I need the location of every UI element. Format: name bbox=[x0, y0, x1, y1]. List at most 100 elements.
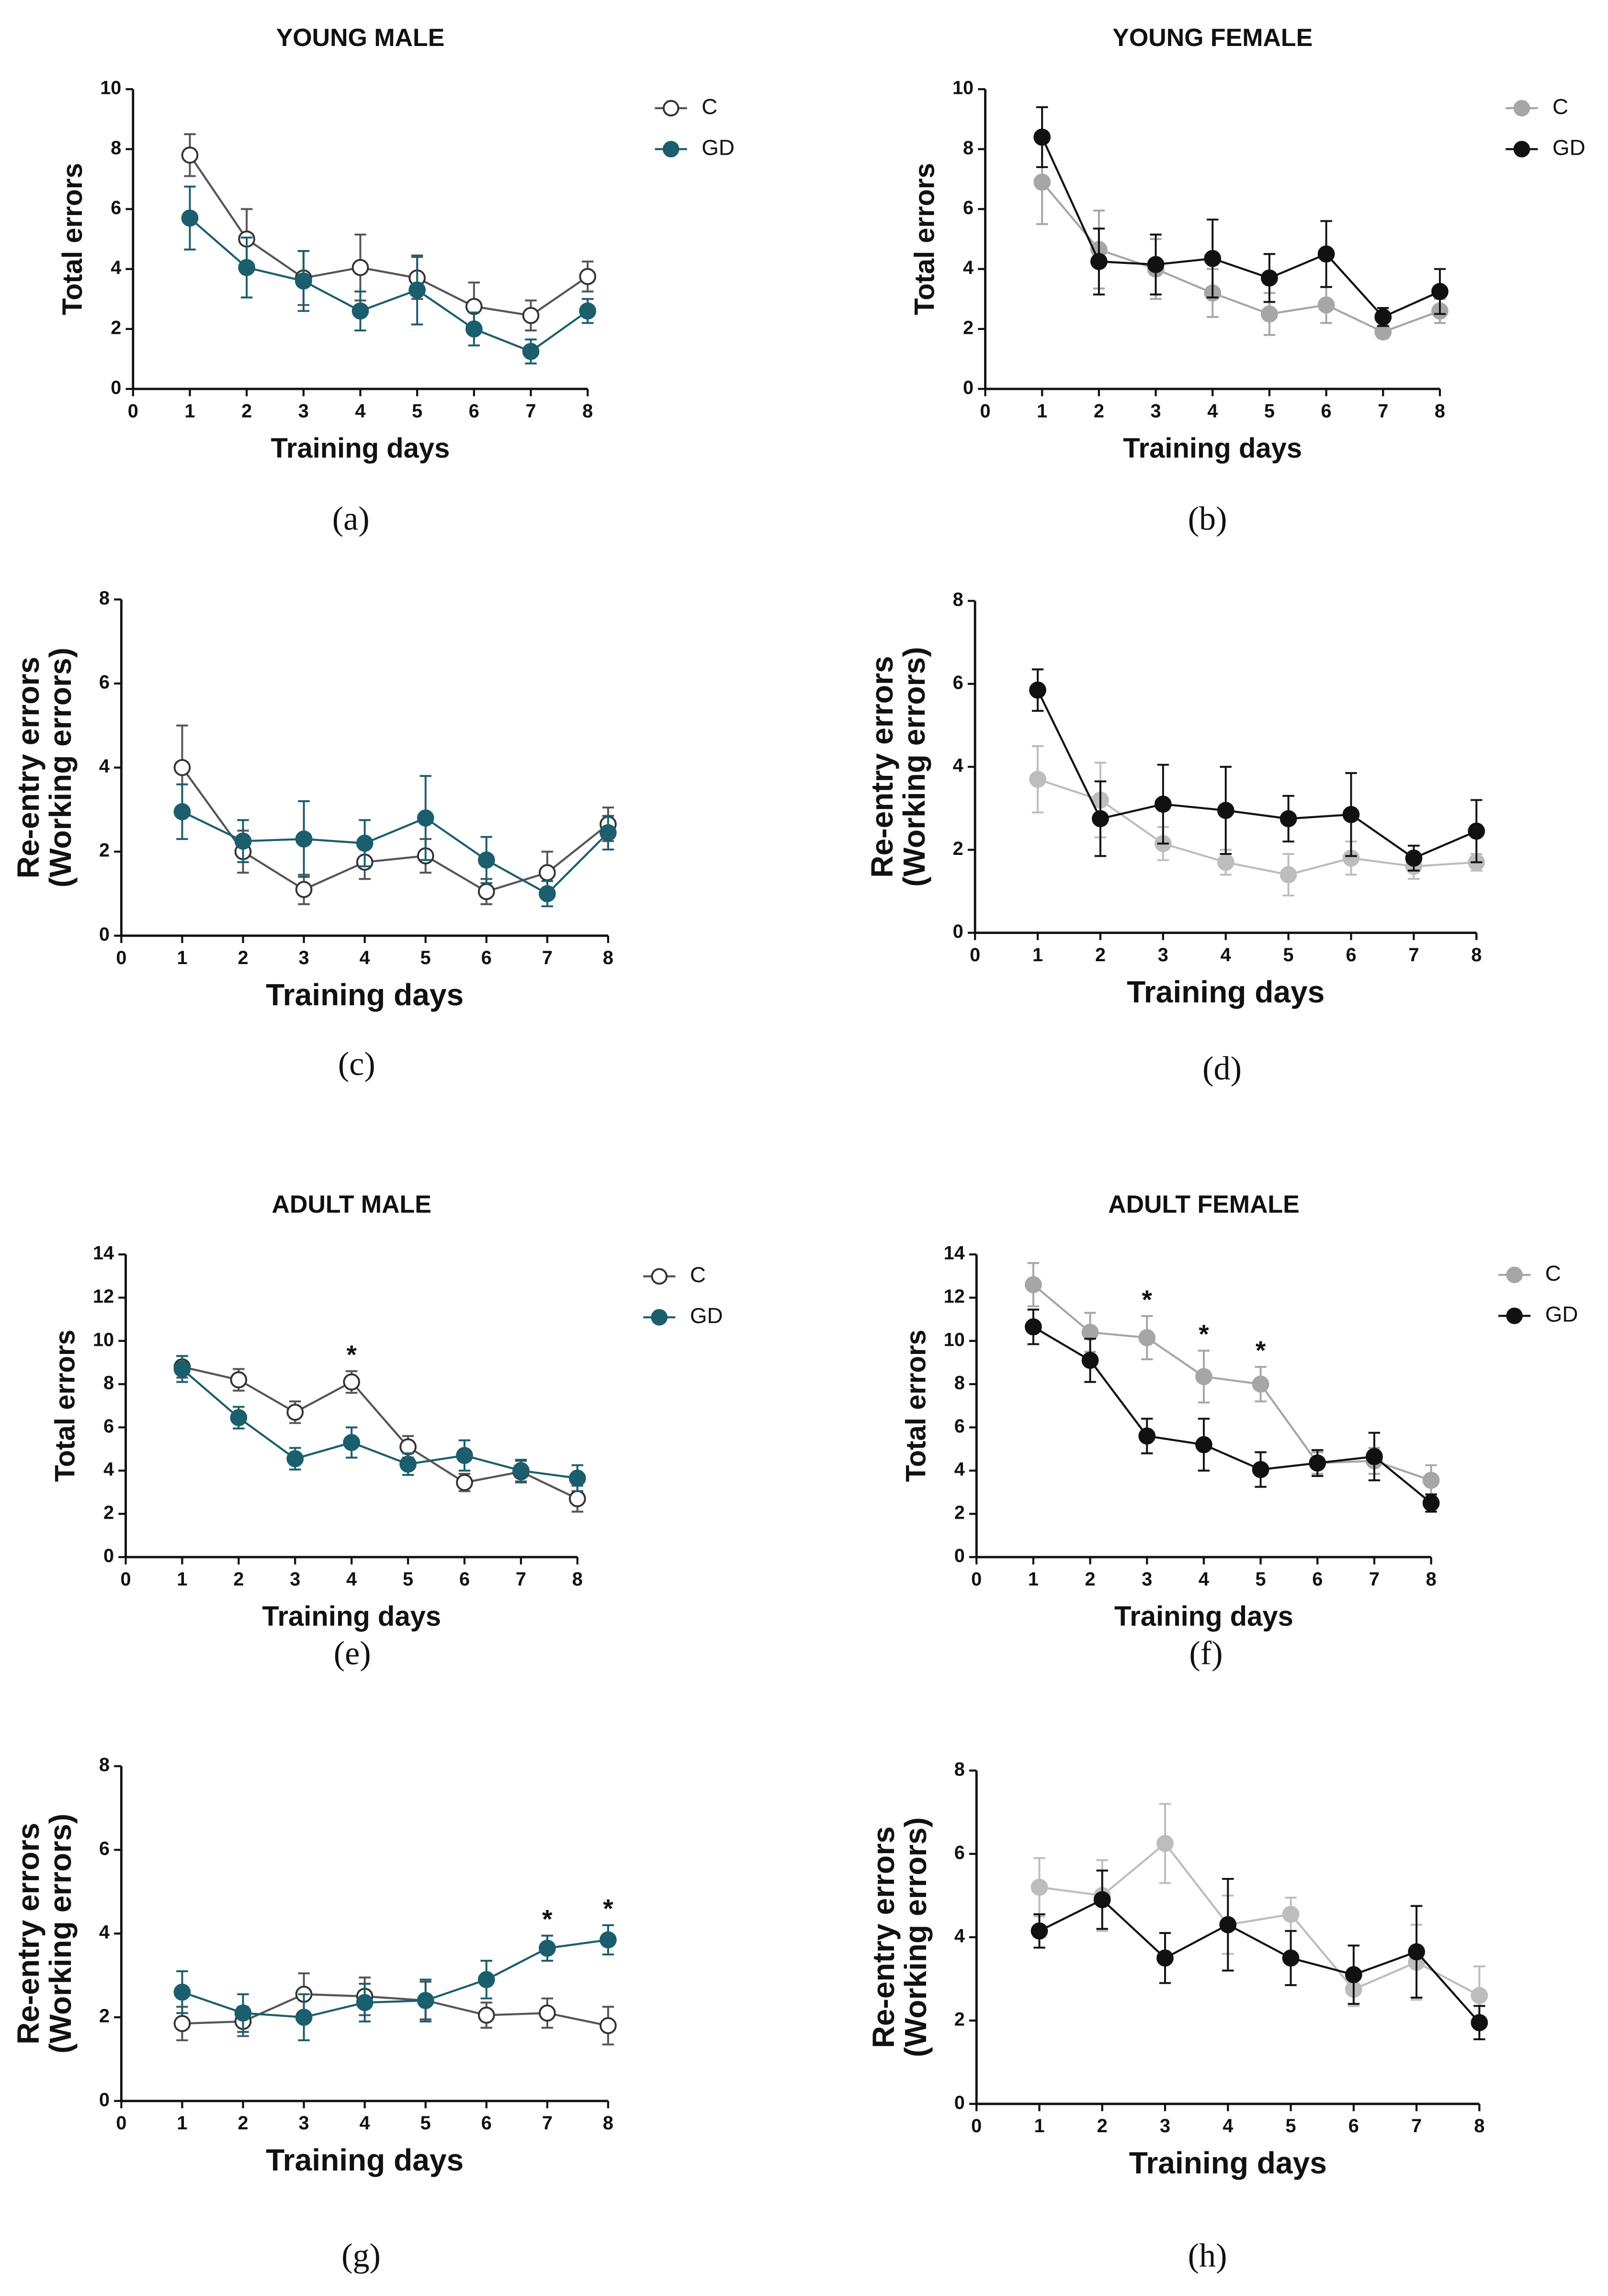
x-tick-label: 5 bbox=[412, 400, 422, 421]
x-tick-label: 4 bbox=[1207, 400, 1218, 421]
x-tick-label: 5 bbox=[420, 2113, 431, 2134]
marker bbox=[477, 1971, 495, 1989]
y-axis-label: Total errors bbox=[909, 163, 940, 315]
marker bbox=[294, 272, 312, 290]
x-tick-label: 0 bbox=[116, 947, 126, 968]
marker bbox=[356, 1994, 374, 2012]
x-tick-label: 5 bbox=[1283, 944, 1294, 966]
marker bbox=[1342, 806, 1360, 823]
x-tick-label: 6 bbox=[1346, 944, 1356, 966]
marker bbox=[295, 2009, 313, 2026]
x-tick-label: 8 bbox=[572, 1569, 583, 1590]
legend-marker bbox=[662, 141, 679, 158]
chart-title: ADULT MALE bbox=[272, 1190, 431, 1218]
chart-panel: 0 2 4 6 8 0 1 2 3 4 5 6 7 8 Training days Re-entry erro… bbox=[865, 589, 1485, 1087]
marker bbox=[1025, 1318, 1042, 1336]
marker bbox=[1029, 682, 1046, 699]
marker bbox=[1374, 308, 1392, 326]
marker bbox=[1309, 1454, 1326, 1472]
legend-label: GD bbox=[1552, 135, 1585, 159]
chart-title: YOUNG FEMALE bbox=[1112, 23, 1313, 51]
y-tick-label: 8 bbox=[103, 1373, 114, 1394]
y-tick-label: 6 bbox=[111, 197, 121, 218]
marker bbox=[1081, 1323, 1099, 1341]
x-tick-label: 8 bbox=[603, 2113, 613, 2134]
chart-title: YOUNG MALE bbox=[276, 23, 445, 51]
x-axis-label: Training days bbox=[1127, 975, 1325, 1009]
x-tick-label: 5 bbox=[1256, 1569, 1266, 1590]
x-tick-label: 3 bbox=[1160, 2115, 1170, 2137]
legend-label: GD bbox=[702, 135, 735, 159]
y-tick-label: 4 bbox=[953, 755, 963, 776]
x-axis-label: Training days bbox=[266, 978, 464, 1012]
y-tick-label: 0 bbox=[99, 924, 110, 945]
series-line bbox=[1032, 1284, 1432, 1481]
marker bbox=[1029, 771, 1046, 788]
marker bbox=[1025, 1276, 1042, 1294]
x-tick-label: 8 bbox=[1426, 1569, 1437, 1590]
x-tick-label: 1 bbox=[177, 2113, 187, 2134]
panel-label: (c) bbox=[338, 1046, 375, 1083]
x-tick-label: 2 bbox=[1095, 944, 1106, 966]
marker bbox=[512, 1462, 530, 1479]
y-tick-label: 6 bbox=[103, 1416, 114, 1437]
marker bbox=[1345, 1966, 1362, 1984]
x-tick-label: 6 bbox=[481, 2113, 492, 2134]
marker bbox=[1030, 1922, 1048, 1940]
marker bbox=[1408, 1943, 1425, 1961]
y-axis-label: (Working errors) bbox=[43, 1814, 78, 2054]
marker bbox=[1033, 128, 1051, 146]
y-tick-label: 8 bbox=[963, 137, 974, 159]
marker bbox=[579, 268, 597, 285]
marker bbox=[1252, 1461, 1269, 1478]
marker bbox=[234, 2004, 252, 2022]
series-line bbox=[1039, 1898, 1480, 2023]
marker bbox=[579, 302, 597, 320]
marker bbox=[173, 803, 191, 820]
marker bbox=[181, 147, 199, 164]
x-tick-label: 2 bbox=[1085, 1569, 1096, 1590]
x-tick-label: 5 bbox=[1264, 400, 1275, 421]
marker bbox=[456, 1447, 473, 1464]
series-line bbox=[181, 1365, 578, 1500]
significance-mark: * bbox=[1256, 1335, 1266, 1365]
marker bbox=[351, 302, 369, 320]
x-tick-label: 1 bbox=[1037, 400, 1047, 421]
marker bbox=[408, 281, 426, 299]
x-tick-label: 3 bbox=[299, 947, 309, 968]
marker bbox=[343, 1373, 361, 1391]
y-axis-label: Re-entry errors bbox=[11, 1823, 45, 2045]
y-tick-label: 0 bbox=[954, 2092, 965, 2113]
y-tick-label: 0 bbox=[953, 921, 963, 942]
marker bbox=[539, 864, 556, 881]
marker bbox=[343, 1434, 361, 1451]
significance-mark: * bbox=[1142, 1284, 1153, 1314]
x-axis-label: Training days bbox=[266, 2143, 464, 2177]
marker bbox=[1422, 1472, 1440, 1489]
x-tick-label: 7 bbox=[525, 400, 536, 421]
panel-label: (a) bbox=[332, 500, 370, 537]
marker bbox=[465, 320, 483, 338]
x-tick-label: 2 bbox=[1094, 400, 1104, 421]
marker bbox=[234, 832, 252, 850]
marker bbox=[1471, 1987, 1488, 2004]
marker bbox=[1217, 802, 1234, 819]
y-tick-label: 6 bbox=[963, 197, 974, 218]
x-tick-label: 4 bbox=[355, 400, 365, 421]
marker bbox=[286, 1403, 304, 1421]
x-tick-label: 3 bbox=[1151, 400, 1161, 421]
marker bbox=[173, 1983, 191, 2001]
marker bbox=[522, 342, 540, 360]
x-tick-label: 7 bbox=[1411, 2115, 1422, 2137]
y-tick-label: 10 bbox=[100, 78, 121, 99]
chart-panel: 0 2 4 6 8 0 1 2 3 4 5 6 7 8 Training days Re-entry erro… bbox=[866, 1759, 1488, 2274]
y-tick-label: 0 bbox=[963, 377, 974, 398]
legend-marker bbox=[1506, 1307, 1523, 1324]
series-line bbox=[1032, 1326, 1432, 1504]
marker bbox=[477, 2006, 495, 2024]
series-line bbox=[1037, 689, 1477, 860]
marker bbox=[456, 1474, 473, 1491]
x-tick-label: 0 bbox=[970, 944, 980, 966]
x-tick-label: 8 bbox=[1474, 2115, 1484, 2137]
